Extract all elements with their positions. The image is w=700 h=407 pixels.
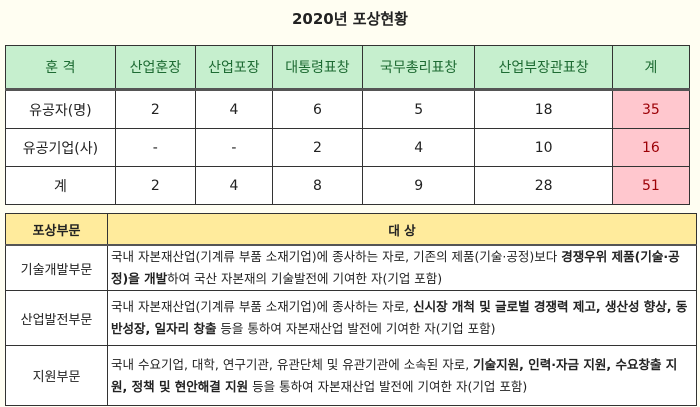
table-cell: 5 xyxy=(361,89,476,129)
column-header: 포상부문 xyxy=(5,213,108,246)
table-cell: 9 xyxy=(361,166,476,205)
table-cell: 28 xyxy=(474,166,613,205)
table-cell: 8 xyxy=(271,166,363,205)
description-text: 국내 자본재산업(기계류 부품 소재기업)에 종사하는 자로, xyxy=(111,299,414,314)
category-name: 기술개발부문 xyxy=(5,244,108,291)
column-header: 훈 격 xyxy=(5,45,116,91)
column-header: 계 xyxy=(611,45,691,91)
description-text: 국내 수요기업, 대학, 연구기관, 유관단체 및 유관기관에 소속된 자로, xyxy=(111,356,474,372)
table-cell: 18 xyxy=(474,89,613,129)
table-cell: 2 xyxy=(114,166,196,205)
column-header: 산업훈장 xyxy=(114,45,196,91)
row-label: 유공기업(사) xyxy=(5,128,116,167)
description-text: 등을 통하여 자본재산업 발전에 기여한 자(기업 포함) xyxy=(216,321,496,336)
row-label: 계 xyxy=(5,166,116,205)
column-header: 대 상 xyxy=(107,213,697,246)
table-row: 유공기업(사) - -2 4 10 16 xyxy=(5,128,691,167)
description-text: 하여 국산 자본재의 기술발전에 기여한 자(기업 포함) xyxy=(167,271,443,286)
table-cell: - xyxy=(114,128,196,167)
award-summary-table: 훈 격 산업훈장 산업포장 대통령표창 국무총리표창 산업부장관표창 계 유공자(명) 2 4 6 5… xyxy=(5,45,691,205)
table-cell: 4 xyxy=(361,128,476,167)
description-text: 국내 자본재산업(기계류 부품 소재기업)에 종사하는 자로, 기존의 제품(기… xyxy=(111,249,562,264)
table-row: 지원부문 국내 수요기업, 대학, 연구기관, 유관단체 및 유관기관에 소속된 … xyxy=(5,345,697,406)
highlighted-text: 기술지원, 인력·자금 지원, 수요창출 지원, 정책 및 현안해결 지원 xyxy=(111,356,678,394)
table-cell: 2 xyxy=(271,128,363,167)
category-description: 국내 자본재산업(기계류 부품 소재기업)에 종사하는 자로, 신시장 개척 및… xyxy=(107,290,697,346)
category-description: 국내 수요기업, 대학, 연구기관, 유관단체 및 유관기관에 소속된 자로, … xyxy=(107,345,697,406)
table-cell: 51 xyxy=(611,166,691,205)
column-header: 산업부장관표창 xyxy=(474,45,613,91)
table-row: 계 2 4 8 9 28 51 xyxy=(5,166,691,205)
header-row: 포상부문 대 상 xyxy=(5,213,697,246)
page-title: 2020년 포상현황 xyxy=(292,10,408,28)
column-header: 대통령표창 xyxy=(271,45,363,91)
table-cell: 35 xyxy=(611,89,691,129)
row-label: 유공자(명) xyxy=(5,89,116,129)
category-description: 국내 자본재산업(기계류 부품 소재기업)에 종사하는 자로, 기존의 제품(기… xyxy=(107,244,697,291)
table-row: 유공자(명) 2 4 6 5 18 35 xyxy=(5,89,691,129)
table-row: 산업발전부문 국내 자본재산업(기계류 부품 소재기업)에 종사하는 자로, 신시… xyxy=(5,290,697,346)
table-cell: 10 xyxy=(474,128,613,167)
category-name: 산업발전부문 xyxy=(5,290,108,346)
table-row: 기술개발부문 국내 자본재산업(기계류 부품 소재기업)에 종사하는 자로, 기존… xyxy=(5,244,697,291)
description-text: 등을 통하여 자본재산업 발전에 기여한 자(기업 포함) xyxy=(248,378,528,394)
table-cell: 4 xyxy=(194,89,273,129)
header-row: 훈 격 산업훈장 산업포장 대통령표창 국무총리표창 산업부장관표창 계 xyxy=(5,45,691,91)
table-cell: 16 xyxy=(611,128,691,167)
table-cell: 2 xyxy=(114,89,196,129)
category-name: 지원부문 xyxy=(5,345,108,406)
highlighted-text: 신시장 개척 및 글로벌 경쟁력 제고, 생산성 향상, 동반성장, 일자리 창… xyxy=(111,299,688,336)
table-cell: - xyxy=(194,128,273,167)
table-cell: 6 xyxy=(271,89,363,129)
highlighted-text: 경쟁우위 제품(기술·공정)을 개발 xyxy=(111,249,680,286)
table-cell: 4 xyxy=(194,166,273,205)
award-category-table: 포상부문 대 상 기술개발부문 국내 자본재산업(기계류 부품 소재기업)에 종사하는… xyxy=(5,213,697,406)
column-header: 산업포장 xyxy=(194,45,273,91)
column-header: 국무총리표창 xyxy=(361,45,476,91)
